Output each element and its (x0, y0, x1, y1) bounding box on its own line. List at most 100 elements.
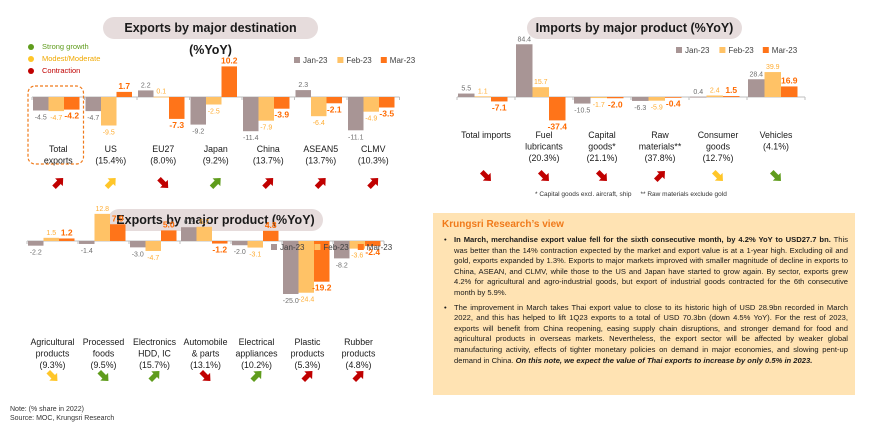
category-label: products (36, 349, 70, 359)
data-label: -3.6 (351, 253, 363, 260)
category-label: (13.1%) (190, 360, 221, 370)
status-legend-label: Strong growth (42, 42, 89, 51)
source-note: Note: (% share in 2022) Source: MOC, Kru… (10, 405, 114, 423)
data-label: -25.0 (283, 298, 299, 305)
category-label: (15.7%) (139, 360, 170, 370)
data-label: -6.3 (634, 105, 646, 112)
bar-jan-23 (85, 97, 101, 112)
category-label: goods* (588, 142, 616, 152)
data-label: -11.4 (243, 135, 259, 142)
category-label: (8.0%) (150, 156, 176, 166)
bar-mar-23 (607, 97, 624, 99)
data-label: -4.5 (35, 115, 47, 122)
arrow-shape (769, 169, 781, 181)
category-label: Electronics (133, 337, 177, 347)
bar-feb-23 (648, 97, 665, 101)
data-label: -2.0 (234, 249, 246, 256)
bar-mar-23 (723, 96, 740, 97)
bar-jan-23 (190, 97, 206, 125)
category-label: ASEAN5 (303, 144, 338, 154)
bar-feb-23 (43, 237, 59, 241)
bar-feb-23 (247, 241, 263, 248)
highlight-box (27, 85, 85, 165)
arrow-shape (157, 176, 169, 188)
arrow-shape (209, 178, 221, 190)
data-label: 10.2 (221, 55, 238, 65)
data-label: 6.7 (199, 219, 209, 226)
trend-arrow-down-icon (46, 369, 58, 381)
data-label: -6.4 (313, 120, 325, 127)
bar-feb-23 (298, 241, 314, 293)
trend-arrow-up-icon (301, 371, 313, 383)
category-label: (4.1%) (763, 142, 789, 152)
bar-mar-23 (263, 230, 279, 241)
data-label: -37.4 (548, 121, 568, 131)
arrow-shape (537, 169, 549, 181)
data-label: -4.7 (147, 255, 159, 262)
status-legend-contraction: Contraction (28, 65, 100, 77)
bar-mar-23 (665, 97, 682, 98)
legend-label: Jan-23 (303, 56, 328, 65)
bar-jan-23 (232, 241, 248, 246)
data-label: -7.1 (492, 102, 507, 112)
bar-feb-23 (363, 97, 379, 112)
bar-feb-23 (532, 87, 549, 97)
trend-arrow-up-icon (209, 178, 221, 190)
bar-mar-23 (59, 238, 75, 241)
category-label: (13.7%) (305, 156, 336, 166)
arrow-shape (250, 371, 262, 383)
arrow-shape (314, 178, 326, 190)
status-legend-moderate: Modest/Moderate (28, 53, 100, 65)
category-label: materials** (639, 142, 682, 152)
category-label: (9.5%) (91, 360, 117, 370)
research-view-text: This was better than the 14% contraction… (454, 235, 848, 297)
bar-jan-23 (348, 97, 364, 131)
bar-mar-23 (169, 97, 185, 119)
category-label: EU27 (152, 144, 174, 154)
imports-product-title: Imports by major product (%YoY) (527, 17, 742, 39)
trend-arrow-down-icon (479, 169, 491, 181)
data-label: 2.4 (710, 88, 720, 95)
data-label: 1.7 (118, 81, 130, 91)
legend-swatch-icon (314, 244, 321, 250)
legend-swatch-icon (271, 244, 277, 250)
status-legend-strong: Strong growth (28, 41, 100, 53)
category-label: Consumer (698, 130, 739, 140)
category-label: Raw (651, 130, 669, 140)
data-label: -11.1 (348, 134, 364, 141)
legend-swatch-icon (337, 57, 344, 63)
bar-feb-23 (48, 97, 64, 112)
status-legend-label: Contraction (42, 66, 81, 75)
category-label: US (105, 144, 117, 154)
legend-label: Feb-23 (346, 56, 372, 65)
category-label: lubricants (525, 142, 563, 152)
legend-swatch-icon (294, 57, 300, 63)
bar-mar-23 (161, 230, 177, 241)
arrow-shape (52, 178, 64, 190)
trend-arrow-up-icon (367, 178, 379, 190)
bar-mar-23 (314, 241, 330, 282)
data-label: 39.9 (766, 64, 780, 71)
bar-jan-23 (283, 241, 299, 294)
bar-jan-23 (458, 93, 475, 97)
arrow-shape (148, 371, 160, 383)
data-label: 0.1 (156, 89, 166, 96)
bar-feb-23 (145, 241, 161, 251)
legend-swatch-icon (719, 47, 726, 53)
category-label: goods (706, 142, 731, 152)
bar-jan-23 (138, 90, 154, 97)
bar-mar-23 (116, 91, 132, 97)
legend-swatch-icon (380, 57, 387, 63)
category-label: Total (49, 144, 68, 154)
data-label: -2.1 (327, 104, 342, 114)
arrow-shape (46, 369, 58, 381)
trend-arrow-up-icon (148, 371, 160, 383)
trend-arrow-down-icon (769, 169, 781, 181)
data-label: 12.8 (95, 206, 109, 213)
data-label: -3.0 (132, 251, 144, 258)
research-view-headline: In March, merchandise export value fell … (454, 235, 831, 244)
category-label: (5.3%) (295, 360, 321, 370)
data-label: -2.2 (30, 250, 42, 257)
trend-arrow-down-icon (157, 176, 169, 188)
